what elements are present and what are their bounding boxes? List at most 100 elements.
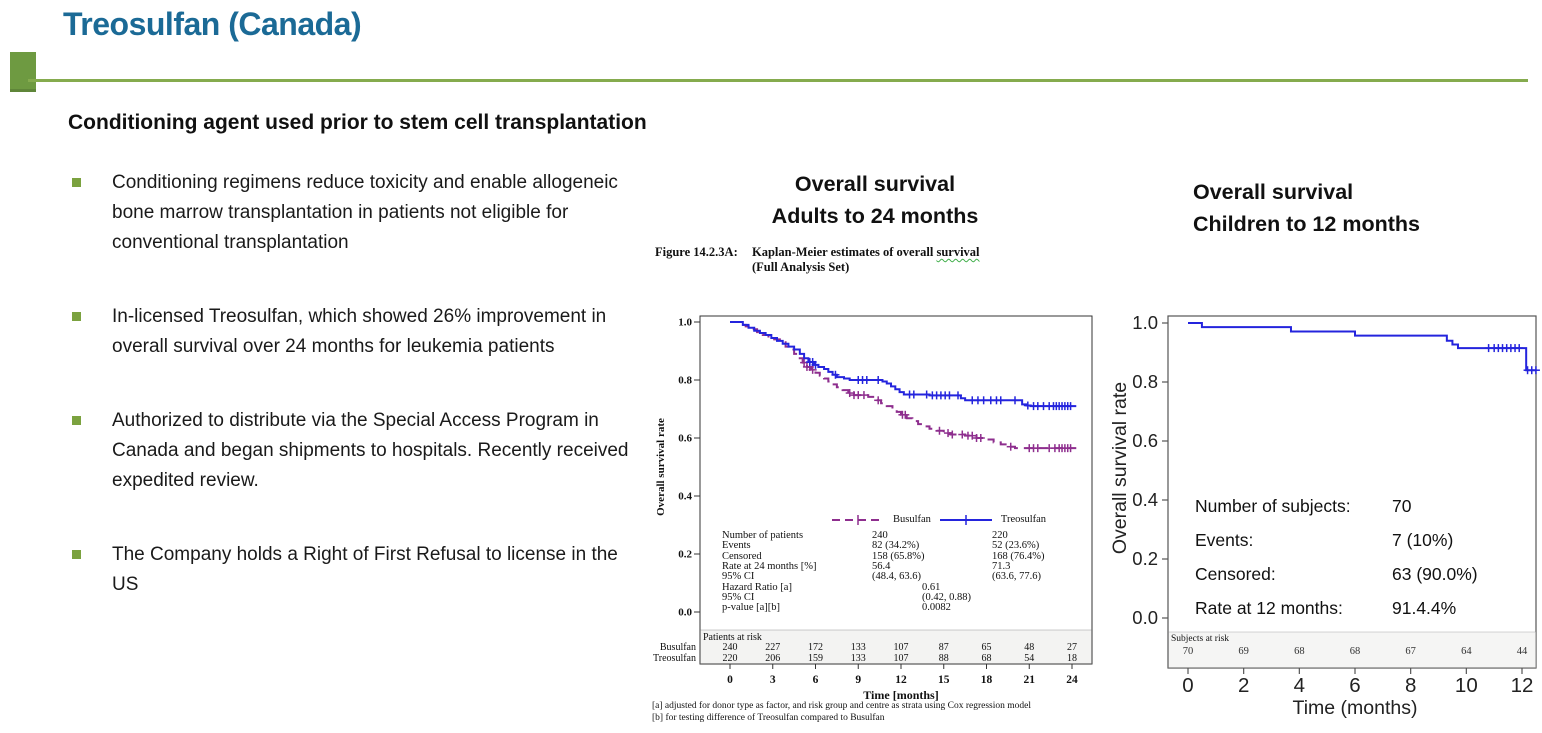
- bullet-text: In-licensed Treosulfan, which showed 26%…: [112, 306, 607, 357]
- stats-row: Number of patients 240 220: [722, 530, 1098, 541]
- footnote-b: [b] for testing difference of Treosulfan…: [652, 713, 885, 723]
- x-tick-label: 9: [855, 674, 861, 686]
- km-curve-treosulfan: [730, 321, 1077, 408]
- y-tick-label: 0.0: [1132, 607, 1158, 628]
- stats-busulfan-value: (48.4, 63.6): [872, 571, 921, 583]
- at-risk-row-name: Treosulfan: [653, 653, 696, 664]
- bullet-square-icon: [72, 178, 81, 187]
- at-risk-value: 48: [1024, 642, 1035, 653]
- y-tick-label: 0.2: [1132, 548, 1158, 569]
- x-tick-label: 2: [1238, 674, 1249, 697]
- caption-word-survival: survival: [936, 245, 980, 259]
- x-tick-label: 3: [770, 674, 776, 686]
- x-tick-label: 18: [981, 674, 993, 686]
- y-tick-label: 0.6: [1132, 430, 1158, 451]
- y-axis-label: Overall survival rate: [655, 418, 667, 516]
- x-tick-label: 4: [1294, 674, 1305, 697]
- plot-border: [1167, 315, 1537, 669]
- y-axis-label: Overall survival rate: [1109, 382, 1131, 554]
- y-tick-label: 0.4: [1132, 489, 1158, 510]
- x-tick-label: 6: [813, 674, 819, 686]
- stats-label: Hazard Ratio [a]: [722, 581, 792, 593]
- stats-treosulfan-value: 168 (76.4%): [992, 550, 1045, 562]
- stats-row: 95% CI (48.4, 63.6) (63.6, 77.6): [722, 571, 1098, 582]
- footnote-a: [a] adjusted for donor type as factor, a…: [652, 701, 1031, 711]
- stats-label: Number of subjects:: [1195, 496, 1351, 516]
- x-tick-label: 21: [1024, 674, 1036, 686]
- at-risk-header: Patients at risk: [703, 632, 762, 643]
- accent-divider: [28, 79, 1528, 82]
- stats-value: 91.4.4%: [1392, 598, 1457, 618]
- at-risk-value: 172: [808, 642, 823, 653]
- y-tick-label: 0.2: [678, 549, 692, 561]
- legend-swatch-busulfan: [832, 514, 884, 525]
- bullet-item: In-licensed Treosulfan, which showed 26%…: [70, 302, 635, 362]
- caption-prefix: Kaplan-Meier estimates of overall: [752, 245, 937, 259]
- stats-busulfan-value: 240: [872, 530, 888, 541]
- children-km-svg: 1.0 0.8 0.6 0.4 0.2 0.0 Overall survival rate 0…: [1109, 312, 1540, 719]
- at-risk-value: 65: [981, 642, 992, 653]
- at-risk-value: 88: [938, 653, 949, 664]
- at-risk-value: 107: [893, 642, 909, 653]
- km-curve-treosulfan: [1188, 322, 1536, 372]
- x-tick-label: 24: [1066, 674, 1078, 686]
- y-tick-label: 0.8: [678, 375, 692, 387]
- stats-row: Hazard Ratio [a] 0.61: [722, 582, 1098, 593]
- legend-label: Busulfan: [893, 514, 931, 525]
- bullet-text: The Company holds a Right of First Refus…: [112, 544, 618, 595]
- children-panel-title: Overall survival Children to 12 months: [1193, 176, 1420, 240]
- adults-km-svg: 1.0 0.8 0.6 0.4 0.2 0.0 Overall survival rate 0…: [655, 315, 1093, 702]
- plot-border: [699, 315, 1093, 665]
- bullet-item: The Company holds a Right of First Refus…: [70, 540, 635, 600]
- children-title-line1: Overall survival: [1193, 180, 1354, 204]
- bullet-text: Authorized to distribute via the Special…: [112, 410, 629, 491]
- at-risk-value: 44: [1516, 646, 1528, 657]
- stats-row: Rate at 24 months [%] 56.4 71.3: [722, 561, 1098, 572]
- adults-km-chart: [a] adjusted for donor type as factor, a…: [650, 296, 1098, 733]
- bullet-item: Authorized to distribute via the Special…: [70, 406, 635, 496]
- adults-title-line2: Adults to 24 months: [771, 204, 979, 228]
- x-tick-label: 0: [727, 674, 733, 686]
- stats-center-value: (0.42, 0.88): [922, 591, 971, 603]
- stats-label: 95% CI: [722, 591, 755, 603]
- at-risk-value: 67: [1405, 646, 1416, 657]
- at-risk-header: Subjects at risk: [1171, 634, 1230, 644]
- children-title-line2: Children to 12 months: [1193, 212, 1420, 236]
- y-tick-label: 0.4: [678, 491, 692, 503]
- stats-treosulfan-value: (63.6, 77.6): [992, 571, 1041, 583]
- at-risk-band: [1168, 631, 1536, 668]
- adults-panel-title: Overall survival Adults to 24 months: [660, 168, 1090, 232]
- y-tick-label: 1.0: [678, 317, 692, 329]
- bullet-text: Conditioning regimens reduce toxicity an…: [112, 172, 618, 253]
- stats-label: 95% CI: [722, 571, 755, 583]
- at-risk-value: 220: [722, 653, 738, 664]
- stats-label: Rate at 12 months:: [1195, 598, 1343, 618]
- y-tick-label: 0.8: [1132, 371, 1158, 392]
- stats-row: Censored 158 (65.8%) 168 (76.4%): [722, 551, 1098, 562]
- stats-value: 63 (90.0%): [1392, 564, 1478, 584]
- legend-label: Treosulfan: [1000, 514, 1047, 525]
- y-tick-label: 0.0: [678, 607, 692, 619]
- x-axis-label: Time (months): [1293, 697, 1418, 719]
- stats-center-value: 0.61: [922, 581, 941, 593]
- x-axis-label: Time [months]: [863, 688, 938, 702]
- at-risk-value: 240: [722, 642, 738, 653]
- stats-busulfan-value: 82 (34.2%): [872, 540, 920, 552]
- bullet-item: Conditioning regimens reduce toxicity an…: [70, 168, 635, 258]
- accent-square-icon: [10, 52, 36, 92]
- y-tick-label: 0.6: [678, 433, 692, 445]
- legend-swatch-treosulfan: [939, 514, 992, 525]
- bullet-square-icon: [72, 312, 81, 321]
- at-risk-value: 133: [850, 642, 866, 653]
- at-risk-value: 87: [938, 642, 949, 653]
- x-tick-label: 0: [1182, 674, 1193, 697]
- stats-label: Events: [722, 540, 751, 552]
- stats-row: p-value [a][b] 0.0082: [722, 602, 1098, 613]
- caption-line2: (Full Analysis Set): [752, 260, 850, 274]
- figure-caption: Figure 14.2.3A: Kaplan-Meier estimates o…: [655, 245, 980, 275]
- page-title: Treosulfan (Canada): [63, 6, 362, 42]
- stats-label: Number of patients: [722, 530, 804, 541]
- stats-treosulfan-value: 220: [992, 530, 1008, 541]
- x-tick-label: 8: [1405, 674, 1416, 697]
